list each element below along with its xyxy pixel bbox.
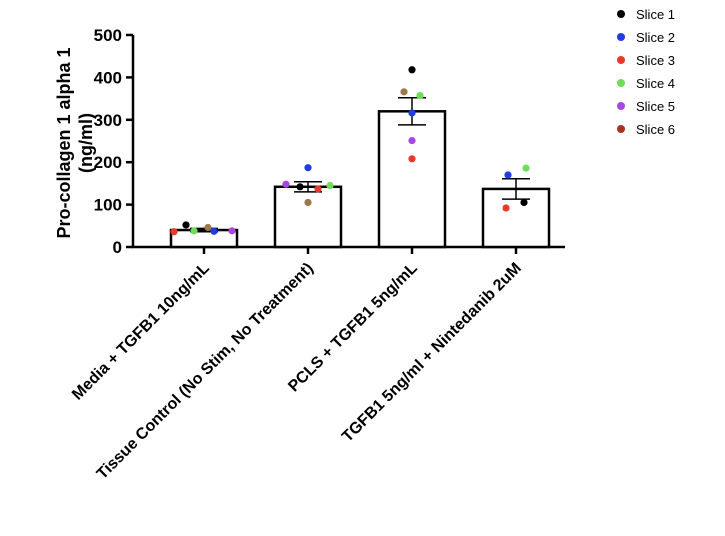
data-point [282, 180, 290, 188]
y-tick-label: 300 [94, 111, 122, 130]
data-point [210, 227, 218, 235]
data-point [190, 227, 198, 235]
y-tick-label: 400 [94, 68, 122, 87]
legend-marker [617, 33, 625, 41]
data-point [304, 198, 312, 207]
y-tick-label: 100 [94, 196, 122, 215]
data-point [520, 198, 528, 207]
data-point [170, 228, 178, 236]
legend-entry: Slice 3 [636, 53, 675, 68]
bar [273, 185, 343, 249]
legend-marker [617, 10, 625, 18]
x-tick-label: TGFB1 5ng/ml + Nintedanib 2uM [339, 260, 525, 446]
y-tick-label: 200 [94, 153, 122, 172]
legend-entry: Slice 4 [636, 76, 675, 91]
data-point [296, 183, 304, 191]
y-axis-label-line: Pro-collagen 1 alpha 1 [54, 47, 74, 238]
legend-entry: Slice 1 [636, 7, 675, 22]
legend: Slice 1 Slice 2 Slice 3 Slice 4 Slice 5 Slice… [617, 7, 675, 137]
data-point [408, 155, 416, 163]
data-point [504, 171, 512, 179]
bars [169, 110, 551, 249]
legend-entry: Slice 2 [636, 30, 675, 45]
x-tick-label: Tissue Control (No Stim, No Treatment) [94, 260, 317, 483]
legend-marker [617, 56, 625, 64]
y-tick-label: 0 [113, 238, 122, 257]
legend-marker [617, 79, 625, 87]
data-point [408, 66, 416, 74]
y-axis-label-line: (ng/ml) [76, 113, 96, 173]
legend-entry: Slice 5 [636, 99, 675, 114]
data-point [522, 164, 530, 172]
data-point [408, 136, 416, 145]
data-point [182, 221, 190, 229]
data-point [304, 164, 312, 172]
data-point [314, 185, 322, 193]
y-axis-label: Pro-collagen 1 alpha 1 (ng/ml) [54, 47, 96, 238]
data-point [326, 181, 334, 190]
legend-marker [617, 125, 625, 133]
error-bars [190, 97, 530, 233]
data-point [416, 92, 424, 100]
y-tick-label: 500 [94, 26, 122, 45]
bar [169, 228, 239, 249]
legend-entry: Slice 6 [636, 122, 675, 137]
data-point [408, 109, 416, 117]
data-point [228, 227, 236, 235]
legend-marker [617, 102, 625, 110]
data-point [400, 88, 408, 96]
data-point [204, 223, 212, 232]
bar [377, 110, 447, 249]
data-points [170, 66, 530, 236]
data-point [502, 204, 510, 212]
